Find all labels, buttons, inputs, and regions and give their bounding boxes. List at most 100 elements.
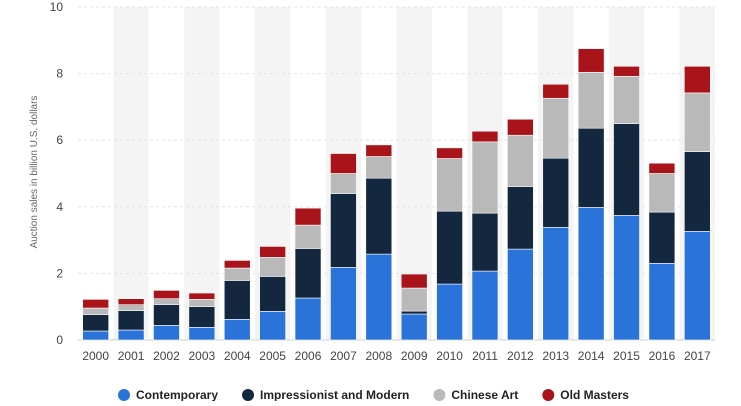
- bar-segment[interactable]: [436, 210, 463, 285]
- bar-segment[interactable]: [542, 227, 570, 341]
- legend-label: Chinese Art: [451, 388, 518, 401]
- x-tick-label: 2002: [153, 349, 180, 363]
- bar-segment[interactable]: [648, 263, 676, 341]
- bar-segment[interactable]: [577, 127, 605, 208]
- bar-segment[interactable]: [259, 246, 286, 258]
- x-tick-label: 2016: [649, 349, 676, 363]
- bar-segment[interactable]: [153, 325, 180, 341]
- bar-segment[interactable]: [294, 297, 322, 341]
- bar-segment[interactable]: [294, 248, 322, 299]
- y-tick-label: 8: [56, 67, 63, 81]
- bar-segment[interactable]: [82, 330, 109, 341]
- y-tick-label: 6: [56, 133, 63, 147]
- bar-segment[interactable]: [507, 248, 534, 341]
- x-tick-label: 2003: [189, 349, 216, 363]
- x-tick-label: 2017: [684, 349, 711, 363]
- legend-marker: [118, 389, 131, 401]
- bar-segment[interactable]: [223, 267, 251, 281]
- x-tick-label: 2013: [542, 349, 569, 363]
- bar-segment[interactable]: [400, 287, 428, 312]
- bar-segment[interactable]: [684, 231, 711, 341]
- bar-segment[interactable]: [542, 83, 570, 99]
- bar-segment[interactable]: [507, 134, 534, 187]
- bar-segment[interactable]: [188, 292, 216, 300]
- bar-segment[interactable]: [471, 130, 499, 143]
- bar-segment[interactable]: [471, 212, 499, 272]
- y-tick-label: 2: [56, 266, 63, 280]
- bar-segment[interactable]: [400, 313, 428, 341]
- bar-segment[interactable]: [648, 162, 676, 174]
- bar-segment[interactable]: [613, 65, 640, 77]
- bars: [82, 48, 711, 341]
- bar-segment[interactable]: [471, 270, 499, 341]
- right-edge-strip: [715, 0, 741, 401]
- bar-segment[interactable]: [259, 257, 286, 277]
- bar-segment[interactable]: [577, 71, 605, 129]
- bar-segment[interactable]: [577, 207, 605, 341]
- bar-segment[interactable]: [400, 273, 428, 289]
- legend: Contemporary Impressionist and Modern Chin…: [118, 388, 629, 402]
- bar-segment[interactable]: [613, 123, 640, 216]
- bar-segment[interactable]: [223, 260, 251, 269]
- bar-segment[interactable]: [507, 118, 534, 136]
- bar-segment[interactable]: [117, 304, 145, 311]
- bar-segment[interactable]: [259, 311, 286, 341]
- bar-segment[interactable]: [365, 144, 393, 157]
- bar-segment[interactable]: [117, 298, 145, 306]
- x-tick-label: 2012: [507, 349, 534, 363]
- bar-segment[interactable]: [188, 306, 216, 328]
- bar-segment[interactable]: [82, 314, 109, 332]
- x-tick-label: 2001: [118, 349, 145, 363]
- legend-marker: [242, 389, 255, 401]
- bar-segment[interactable]: [153, 298, 180, 306]
- bar-segment[interactable]: [365, 156, 393, 179]
- bar-segment[interactable]: [117, 329, 145, 341]
- legend-item[interactable]: Old Masters: [542, 388, 629, 402]
- bar-segment[interactable]: [82, 307, 109, 315]
- bar-segment[interactable]: [648, 211, 676, 264]
- legend-item[interactable]: Chinese Art: [433, 388, 518, 402]
- bar-segment[interactable]: [471, 141, 499, 214]
- bar-segment[interactable]: [153, 304, 180, 326]
- bar-segment[interactable]: [117, 310, 145, 331]
- bar-segment[interactable]: [436, 147, 463, 159]
- bar-segment[interactable]: [613, 215, 640, 341]
- bar-segment[interactable]: [223, 280, 251, 320]
- bar-segment[interactable]: [577, 48, 605, 73]
- bar-segment[interactable]: [613, 75, 640, 124]
- bar-segment[interactable]: [684, 65, 711, 94]
- bar-segment[interactable]: [153, 290, 180, 300]
- x-tick-label: 2004: [224, 349, 251, 363]
- bar-segment[interactable]: [82, 299, 109, 309]
- bar-segment[interactable]: [259, 276, 286, 312]
- bar-segment[interactable]: [330, 153, 357, 174]
- bar-segment[interactable]: [684, 151, 711, 232]
- legend-item[interactable]: Contemporary: [118, 388, 218, 402]
- bar-segment[interactable]: [684, 92, 711, 152]
- bar-segment[interactable]: [365, 253, 393, 341]
- bar-segment[interactable]: [436, 158, 463, 212]
- x-tick-label: 2015: [613, 349, 640, 363]
- bar-segment[interactable]: [188, 327, 216, 341]
- bar-segment[interactable]: [400, 310, 428, 315]
- bar-segment[interactable]: [365, 177, 393, 255]
- bar-segment[interactable]: [294, 224, 322, 249]
- bar-segment[interactable]: [648, 173, 676, 213]
- bar-segment[interactable]: [330, 267, 357, 341]
- legend-item[interactable]: Impressionist and Modern: [242, 388, 409, 402]
- bar-segment[interactable]: [223, 319, 251, 341]
- bar-segment[interactable]: [542, 97, 570, 159]
- bar-segment[interactable]: [507, 186, 534, 250]
- bar-segment[interactable]: [294, 207, 322, 226]
- x-axis: 2000 2001 2002 2003 2004 2005 2006 2007 2008 2009…: [82, 349, 711, 363]
- bar-segment[interactable]: [542, 157, 570, 228]
- x-tick-label: 2011: [472, 349, 498, 363]
- x-tick-label: 2009: [401, 349, 428, 363]
- bar-segment[interactable]: [188, 299, 216, 307]
- legend-label: Impressionist and Modern: [260, 388, 409, 401]
- bar-segment[interactable]: [330, 173, 357, 194]
- bar-segment[interactable]: [436, 283, 463, 341]
- bar-segment[interactable]: [330, 193, 357, 268]
- x-tick-label: 2010: [436, 349, 463, 363]
